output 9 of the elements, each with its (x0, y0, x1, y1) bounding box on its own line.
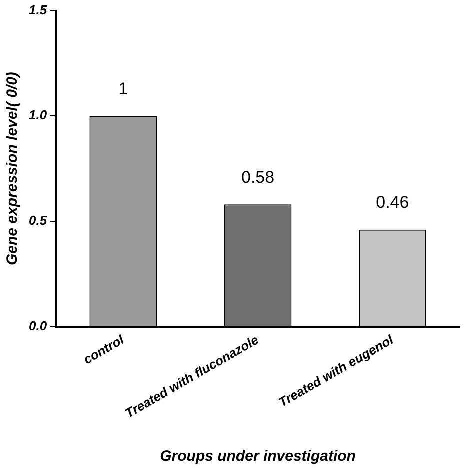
y-tick-label: 1.0 (28, 108, 48, 123)
y-tick-label: 1.5 (28, 2, 48, 18)
y-axis-title: Gene expression level( 0/0) (4, 72, 22, 266)
data-label: 0.58 (241, 168, 275, 187)
y-tick-label: 0.5 (28, 213, 48, 228)
x-axis-title: Groups under investigation (160, 448, 356, 466)
y-tick-label: 0.0 (28, 318, 48, 334)
data-label: 0.46 (376, 193, 410, 212)
data-label: 1 (118, 79, 128, 98)
